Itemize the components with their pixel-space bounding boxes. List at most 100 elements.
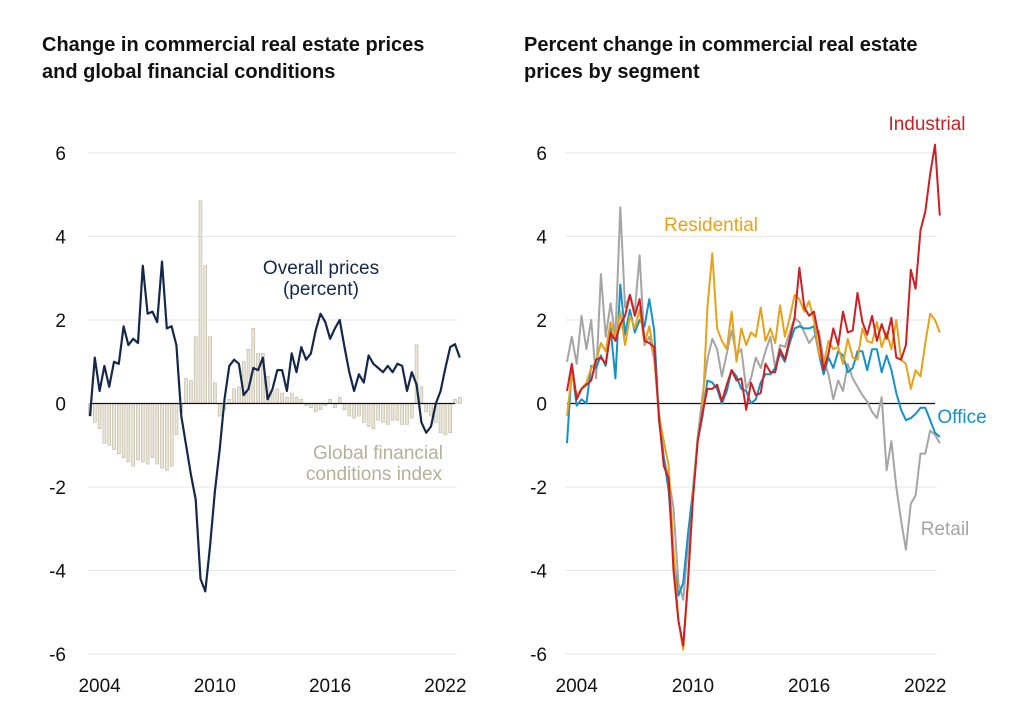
gfci-bar	[294, 396, 299, 404]
gfci-bar	[198, 200, 203, 404]
gfci-bar	[97, 403, 102, 429]
gfci-bar	[313, 403, 318, 413]
gfci-bar	[361, 403, 366, 423]
retail-label: Retail	[921, 519, 970, 540]
y-tick-label: 0	[536, 395, 547, 416]
gfci-bar	[419, 386, 424, 404]
industrial-label: Industrial	[888, 114, 965, 135]
residential-line	[566, 252, 941, 651]
gfci-bar	[150, 403, 155, 459]
x-tick-label: 2022	[904, 676, 946, 697]
gfci-bar	[102, 403, 107, 444]
right-chart: -6 -4 -2 0 2 4 6 2004 2010 2016 2022 Industrial Resi…	[530, 114, 987, 697]
gfci-bar	[112, 403, 116, 450]
gfci-bar	[347, 403, 352, 417]
gfci-bar	[131, 403, 136, 467]
gfci-bar	[256, 353, 260, 404]
left-chart-title: Change in commercial real estate prices …	[42, 34, 425, 83]
y-tick-label: -2	[49, 478, 66, 499]
gfci-bar	[280, 392, 284, 404]
x-tick-label: 2004	[78, 676, 121, 697]
gfci-bar	[366, 403, 371, 427]
gfci-bar	[117, 403, 121, 454]
y-tick-label: 2	[536, 311, 547, 332]
gfci-bar	[443, 403, 448, 436]
y-tick-label: -6	[530, 645, 547, 666]
x-tick-label: 2016	[309, 676, 351, 697]
gfci-bar	[213, 382, 217, 404]
gfci-bar	[299, 399, 304, 404]
gfci-bar	[409, 403, 414, 419]
gfci-bar	[337, 396, 342, 404]
y-tick-label: -4	[530, 562, 547, 583]
gfci-bar	[165, 403, 169, 471]
gfci-bar	[390, 403, 395, 421]
y-tick-label: -2	[530, 478, 547, 499]
gfci-bar	[136, 403, 140, 461]
gfci-bar	[352, 403, 356, 419]
gfci-bar	[126, 403, 131, 463]
gfci-bar	[246, 348, 251, 404]
gfci-bar	[395, 403, 400, 421]
gfci-bar	[169, 403, 174, 467]
gfci-bar	[275, 388, 280, 404]
gfci-bar	[227, 399, 232, 404]
overall-prices-line	[88, 260, 461, 593]
gfci-bar	[342, 403, 347, 411]
gfci-bar	[107, 403, 111, 446]
gfci-bar	[424, 403, 428, 413]
gfci-bar	[289, 392, 294, 404]
office-line	[566, 283, 941, 597]
office-label: Office	[937, 407, 986, 428]
y-tick-label: 4	[536, 228, 547, 249]
gfci-bar	[203, 265, 208, 404]
gfci-bar	[285, 396, 289, 404]
gfci-bar	[400, 403, 404, 425]
y-tick-label: 6	[55, 144, 66, 165]
y-tick-label: 6	[536, 144, 547, 165]
x-tick-label: 2004	[556, 676, 599, 697]
x-tick-label: 2022	[424, 676, 466, 697]
gfci-bar	[93, 403, 97, 423]
gfci-bar	[251, 328, 256, 404]
gfci-bar	[448, 403, 452, 434]
x-tick-label: 2010	[672, 676, 714, 697]
x-tick-label: 2010	[194, 676, 236, 697]
gfci-bar	[405, 403, 409, 425]
overall-prices-label: Overall prices	[263, 258, 379, 279]
y-tick-label: 2	[55, 311, 66, 332]
gfci-bar	[333, 403, 337, 408]
gfci-bar	[155, 403, 160, 465]
y-tick-label: 4	[55, 228, 66, 249]
gfci-bar	[357, 403, 361, 417]
gfci-bar	[376, 403, 380, 421]
gfci-bar	[371, 403, 376, 429]
gfci-label: Global financial	[313, 443, 443, 464]
gfci-bar	[121, 403, 126, 459]
industrial-line	[566, 143, 941, 647]
gfci-bar	[217, 403, 222, 417]
right-chart-title: Percent change in commercial real estate…	[524, 34, 918, 83]
gfci-bar	[184, 378, 188, 404]
gfci-bar	[318, 403, 323, 411]
left-chart: -6 -4 -2 0 2 4 6 2004 2010 2016 2022 Overall prices…	[49, 144, 466, 697]
gfci-bar	[429, 403, 433, 417]
gfci-bar	[438, 403, 443, 434]
gfci-bar	[141, 403, 145, 463]
gfci-bar	[160, 403, 164, 469]
y-tick-label: -4	[49, 562, 66, 583]
gfci-bar	[381, 403, 385, 423]
residential-label: Residential	[664, 215, 758, 236]
gfci-bar	[174, 403, 179, 436]
gfci-label-line2: conditions index	[306, 464, 443, 485]
overall-prices-label-unit: (percent)	[283, 279, 359, 300]
y-tick-label: 0	[55, 395, 66, 416]
gfci-bar	[237, 386, 241, 404]
y-tick-label: -6	[49, 645, 66, 666]
gfci-bar	[145, 403, 150, 465]
x-tick-label: 2016	[788, 676, 830, 697]
gfci-bar	[385, 403, 390, 425]
gfci-bar	[208, 336, 212, 404]
gfci-bar	[328, 399, 332, 404]
